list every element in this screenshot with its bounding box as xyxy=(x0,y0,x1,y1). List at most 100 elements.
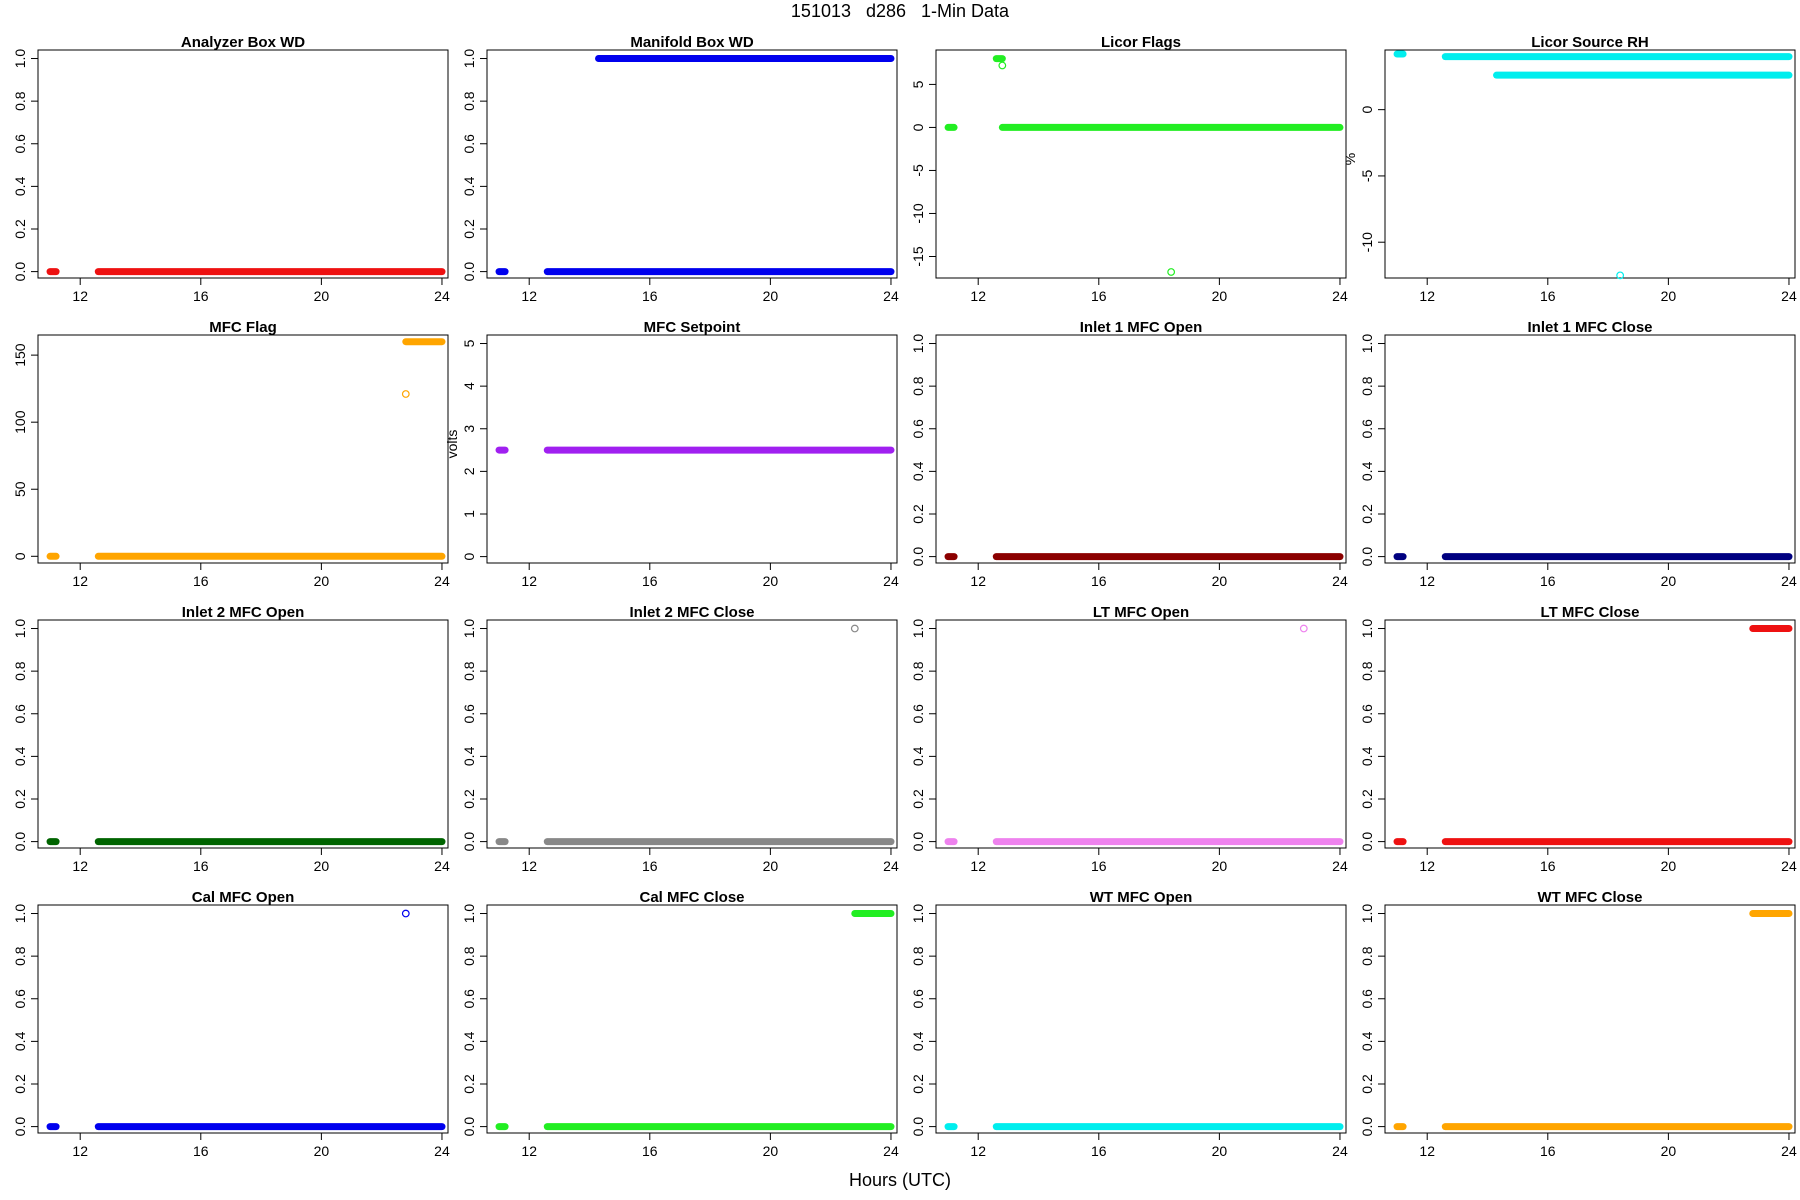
y-tick-label: 0.2 xyxy=(910,1074,926,1094)
y-tick-label: 0.8 xyxy=(461,661,477,681)
x-tick-label: 12 xyxy=(72,288,88,304)
panel-title: Inlet 1 MFC Open xyxy=(1080,319,1203,336)
y-tick-label: 0.0 xyxy=(910,1117,926,1137)
panel-1: Manifold Box WD 12 16 20 24 0.0 0.2 0.4 0.6 0.8 1.… xyxy=(461,34,899,304)
y-tick-label: 0 xyxy=(461,553,477,561)
x-tick-label: 16 xyxy=(1091,573,1107,589)
y-tick-label: 0.0 xyxy=(1359,547,1375,567)
y-tick-label: -5 xyxy=(1359,169,1375,182)
panel-title: Manifold Box WD xyxy=(630,34,753,51)
panel-11: LT MFC Close 12 16 20 24 0.0 0.2 0.4 0.6 0.8 1.0 xyxy=(1359,604,1797,874)
data-point xyxy=(401,909,410,918)
y-tick-label: 0.4 xyxy=(910,461,926,481)
y-tick-label: 0.4 xyxy=(461,176,477,196)
plot-frame xyxy=(935,334,1347,564)
x-tick-label: 16 xyxy=(1091,858,1107,874)
plot-frame xyxy=(37,334,449,564)
x-tick-label: 12 xyxy=(1419,858,1435,874)
panel-title: Inlet 2 MFC Open xyxy=(182,604,305,621)
y-tick-label: 0.0 xyxy=(461,1117,477,1137)
x-tick-label: 12 xyxy=(970,573,986,589)
y-tick-label: 0.0 xyxy=(12,262,28,282)
panel-14: WT MFC Open 12 16 20 24 0.0 0.2 0.4 0.6 0.8 1.0 xyxy=(910,889,1348,1159)
panel-title: LT MFC Close xyxy=(1541,604,1640,621)
plot-frame xyxy=(935,904,1347,1134)
y-tick-label: 0.8 xyxy=(12,946,28,966)
y-tick-label: 0.2 xyxy=(910,504,926,524)
panel-title: MFC Flag xyxy=(209,319,277,336)
panel-13: Cal MFC Close 12 16 20 24 0.0 0.2 0.4 0.6 0.8 1.0 xyxy=(461,889,899,1159)
y-tick-label: -10 xyxy=(910,203,926,223)
y-tick-label: 0.6 xyxy=(12,704,28,724)
y-tick-label: 0.2 xyxy=(12,789,28,809)
y-tick-label: 0.0 xyxy=(461,262,477,282)
plot-frame xyxy=(1384,49,1796,279)
y-tick-label: 150 xyxy=(12,343,28,367)
x-tick-label: 16 xyxy=(642,573,658,589)
panel-9: Inlet 2 MFC Close 12 16 20 24 0.0 0.2 0.4 0.6 0.8… xyxy=(461,604,899,874)
panel-6: Inlet 1 MFC Open 12 16 20 24 0.0 0.2 0.4 0.6 0.8 1… xyxy=(910,319,1348,589)
y-tick-label: 1.0 xyxy=(461,619,477,639)
x-tick-label: 20 xyxy=(314,858,330,874)
x-tick-label: 24 xyxy=(1332,858,1348,874)
x-tick-label: 20 xyxy=(1212,1143,1228,1159)
data-point xyxy=(1167,268,1176,276)
x-tick-label: 16 xyxy=(1540,858,1556,874)
y-tick-label: 0.6 xyxy=(461,989,477,1009)
y-tick-label: 0.2 xyxy=(12,219,28,239)
y-tick-label: 0.0 xyxy=(1359,1117,1375,1137)
x-tick-label: 12 xyxy=(72,858,88,874)
x-tick-label: 16 xyxy=(642,288,658,304)
panel-title: Inlet 2 MFC Close xyxy=(629,604,754,621)
y-tick-label: -15 xyxy=(910,246,926,266)
y-tick-label: 0.2 xyxy=(461,789,477,809)
y-tick-label: 0.4 xyxy=(12,746,28,766)
x-tick-label: 20 xyxy=(763,573,779,589)
x-tick-label: 12 xyxy=(72,573,88,589)
plot-frame xyxy=(1384,619,1796,849)
x-tick-label: 16 xyxy=(1540,288,1556,304)
x-tick-label: 24 xyxy=(434,288,450,304)
y-tick-label: 0.8 xyxy=(12,91,28,111)
y-tick-label: 0.8 xyxy=(910,946,926,966)
x-tick-label: 12 xyxy=(1419,573,1435,589)
x-tick-label: 16 xyxy=(642,1143,658,1159)
y-tick-label: 0.4 xyxy=(1359,746,1375,766)
x-tick-label: 16 xyxy=(193,573,209,589)
figure-title: 151013 d286 1-Min Data xyxy=(790,1,1010,21)
y-tick-label: 0.4 xyxy=(1359,1031,1375,1051)
x-tick-label: 12 xyxy=(521,573,537,589)
y-tick-label: 0.2 xyxy=(12,1074,28,1094)
y-tick-label: 0.2 xyxy=(461,219,477,239)
plot-frame xyxy=(486,334,898,564)
y-tick-label: 0.0 xyxy=(12,1117,28,1137)
y-tick-label: 0.8 xyxy=(910,376,926,396)
y-tick-label: 0.2 xyxy=(910,789,926,809)
plot-frame xyxy=(935,619,1347,849)
x-tick-label: 24 xyxy=(883,858,899,874)
x-tick-label: 16 xyxy=(193,1143,209,1159)
x-tick-label: 12 xyxy=(72,1143,88,1159)
y-tick-label: -5 xyxy=(910,164,926,177)
panel-12: Cal MFC Open 12 16 20 24 0.0 0.2 0.4 0.6 0.8 1.0 xyxy=(12,889,450,1159)
x-tick-label: 24 xyxy=(883,573,899,589)
x-tick-label: 24 xyxy=(883,1143,899,1159)
x-tick-label: 20 xyxy=(1212,858,1228,874)
y-tick-label: 0.4 xyxy=(12,1031,28,1051)
x-tick-label: 16 xyxy=(193,858,209,874)
y-tick-label: 1.0 xyxy=(461,49,477,69)
y-tick-label: 0.8 xyxy=(12,661,28,681)
panel-4: MFC Flag 12 16 20 24 0 50 100 150 xyxy=(12,319,450,589)
y-tick-label: 0.6 xyxy=(461,134,477,154)
y-tick-label: 5 xyxy=(461,339,477,347)
x-tick-label: 12 xyxy=(1419,288,1435,304)
y-tick-label: 0.0 xyxy=(1359,832,1375,852)
x-tick-label: 20 xyxy=(763,288,779,304)
x-tick-label: 16 xyxy=(193,288,209,304)
x-tick-label: 24 xyxy=(1332,1143,1348,1159)
x-tick-label: 12 xyxy=(521,858,537,874)
x-tick-label: 24 xyxy=(1781,288,1797,304)
panel-7: Inlet 1 MFC Close 12 16 20 24 0.0 0.2 0.4 0.6 0.8… xyxy=(1359,319,1797,589)
